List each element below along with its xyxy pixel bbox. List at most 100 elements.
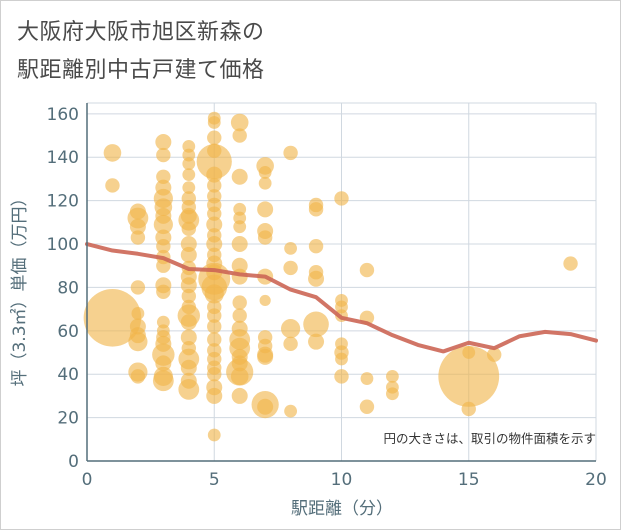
data-bubble	[257, 201, 274, 218]
x-tick-label: 5	[209, 470, 220, 490]
y-tick-label: 140	[47, 148, 79, 168]
y-tick-label: 0	[68, 452, 79, 472]
data-bubble	[128, 332, 148, 352]
data-bubble	[438, 345, 500, 407]
data-bubble	[180, 246, 197, 263]
data-bubble	[334, 191, 349, 206]
data-bubble	[233, 220, 247, 234]
data-bubble	[83, 289, 142, 347]
data-bubble	[156, 239, 171, 254]
bubble-size-note: 円の大きさは、取引の物件面積を示す	[383, 431, 596, 446]
data-bubble	[257, 230, 273, 245]
data-bubble	[308, 239, 324, 254]
data-bubble	[156, 169, 171, 184]
data-bubble	[308, 202, 324, 217]
data-bubble	[284, 404, 297, 418]
x-tick-label: 10	[331, 470, 353, 490]
data-bubble	[206, 216, 223, 233]
y-axis-label: 坪（3.3㎡）単価（万円）	[10, 189, 30, 386]
y-tick-label: 100	[47, 235, 79, 255]
data-bubble	[257, 398, 274, 415]
data-bubble	[178, 379, 200, 400]
data-bubble	[180, 314, 197, 331]
data-bubble	[180, 277, 197, 294]
data-bubble	[156, 147, 171, 163]
data-bubble	[487, 347, 502, 362]
data-bubble	[386, 387, 399, 401]
data-bubble	[207, 130, 222, 145]
data-bubble	[231, 236, 248, 253]
data-bubble	[180, 329, 197, 346]
data-bubble	[207, 428, 221, 442]
data-bubble	[281, 319, 301, 339]
data-bubble	[230, 113, 249, 132]
data-bubble	[258, 176, 272, 190]
data-bubble	[308, 333, 325, 350]
data-bubble	[231, 387, 248, 404]
data-bubble	[181, 221, 196, 237]
data-bubble	[156, 258, 171, 273]
y-tick-label: 60	[57, 322, 79, 342]
data-bubble	[334, 369, 349, 384]
x-tick-label: 15	[458, 470, 480, 490]
trend-line-layer	[85, 242, 598, 354]
data-bubble	[196, 143, 232, 180]
data-bubble	[231, 168, 248, 185]
data-bubble	[232, 295, 247, 310]
data-bubble	[206, 236, 223, 253]
data-bubble	[131, 307, 145, 320]
data-bubble	[207, 332, 222, 347]
data-bubble	[207, 178, 222, 193]
data-bubble	[232, 308, 247, 323]
y-tick-label: 120	[47, 192, 79, 212]
chart-title-line-1: 大阪府大阪市旭区新森の	[17, 20, 265, 45]
data-bubble	[359, 262, 375, 278]
data-bubble	[232, 128, 247, 143]
data-bubble	[180, 359, 197, 376]
chart-title-line-2: 駅距離別中古戸建て価格	[17, 58, 265, 83]
data-bubble	[206, 166, 223, 183]
average-price-line	[85, 242, 598, 354]
data-bubble	[130, 230, 146, 245]
data-bubble	[284, 241, 297, 255]
data-bubble	[230, 367, 249, 386]
y-tick-label: 80	[57, 278, 79, 298]
data-bubble	[207, 308, 222, 323]
data-bubble	[386, 369, 399, 383]
data-bubble	[207, 116, 221, 129]
data-bubble	[257, 348, 274, 365]
data-bubble	[258, 166, 272, 179]
data-bubble	[153, 214, 173, 235]
data-bubble	[129, 218, 146, 235]
data-bubble	[335, 352, 348, 366]
data-bubble	[207, 367, 222, 382]
bubble-layer	[83, 111, 578, 442]
data-bubble	[283, 336, 298, 352]
data-bubble	[182, 157, 196, 171]
data-bubble	[182, 181, 196, 195]
y-tick-label: 160	[47, 105, 79, 125]
x-tick-label: 20	[585, 470, 607, 490]
data-bubble	[105, 178, 120, 193]
data-bubble	[359, 399, 375, 414]
data-bubble	[283, 145, 298, 161]
x-axis-label: 駅距離（分）	[291, 499, 393, 519]
data-bubble	[259, 294, 271, 307]
data-bubble	[283, 260, 298, 276]
data-bubble	[207, 206, 222, 221]
data-bubble	[182, 168, 196, 182]
data-bubble	[563, 256, 578, 271]
y-tick-label: 20	[57, 409, 79, 429]
data-bubble	[360, 372, 374, 385]
data-bubble	[308, 270, 325, 287]
data-bubble	[156, 284, 171, 299]
axes-layer: 0 5 10 15 20 0 20 40 60 80 100 120 140 160	[47, 103, 607, 490]
data-bubble	[130, 280, 146, 295]
data-bubble	[207, 319, 222, 334]
y-tick-label: 40	[57, 365, 79, 385]
data-bubble	[462, 346, 476, 359]
data-bubble	[204, 284, 224, 304]
data-bubble	[461, 401, 476, 417]
data-bubble	[152, 370, 174, 392]
